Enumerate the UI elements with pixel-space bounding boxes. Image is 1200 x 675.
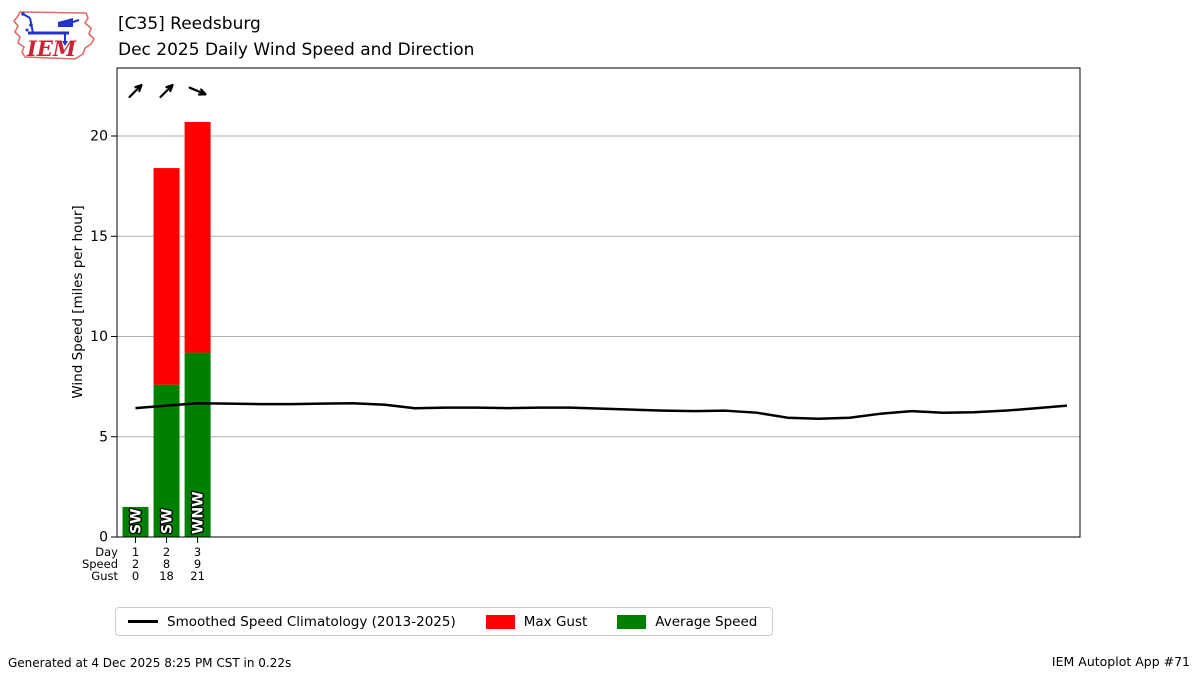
table-cell: 21 bbox=[190, 569, 205, 583]
climatology-line bbox=[135, 402, 1068, 420]
legend-item-average-speed: Average Speed bbox=[617, 614, 757, 630]
average-speed-swatch bbox=[617, 614, 647, 629]
table-row-label: Gust bbox=[91, 569, 118, 583]
legend-label: Smoothed Speed Climatology (2013-2025) bbox=[167, 613, 456, 630]
direction-arrow bbox=[159, 83, 174, 99]
bar-average-speed bbox=[184, 352, 211, 537]
table-cell: 3 bbox=[194, 545, 201, 559]
bar-max-gust bbox=[153, 168, 180, 385]
table-cell: 9 bbox=[194, 557, 201, 571]
generated-timestamp: Generated at 4 Dec 2025 8:25 PM CST in 0… bbox=[8, 656, 292, 670]
table-cell: 8 bbox=[163, 557, 170, 571]
y-tick-label: 5 bbox=[99, 429, 108, 445]
table-row-label: Speed bbox=[82, 557, 118, 571]
y-tick-label: 15 bbox=[90, 229, 108, 245]
plot-border bbox=[116, 67, 1081, 538]
legend-item-climatology: Smoothed Speed Climatology (2013-2025) bbox=[128, 614, 456, 630]
bar-max-gust bbox=[184, 121, 211, 353]
legend-item-max-gust: Max Gust bbox=[485, 613, 588, 630]
table-cell: 0 bbox=[132, 569, 139, 583]
app-credit: IEM Autoplot App #71 bbox=[1051, 654, 1190, 669]
y-tick-label: 0 bbox=[99, 530, 108, 546]
direction-label: SW bbox=[159, 508, 175, 534]
table-row-label: Day bbox=[95, 545, 118, 559]
chart-subtitle: Dec 2025 Daily Wind Speed and Direction bbox=[118, 40, 475, 60]
iowa-outline-icon bbox=[13, 11, 95, 60]
legend-label: Max Gust bbox=[523, 613, 588, 630]
table-cell: 18 bbox=[159, 569, 174, 583]
direction-label: WNW bbox=[190, 491, 206, 534]
bar-average-speed bbox=[153, 384, 180, 537]
max-gust-swatch bbox=[485, 614, 515, 629]
weather-vane-icon bbox=[21, 12, 80, 46]
y-tick-label: 10 bbox=[90, 329, 108, 345]
y-axis-label: Wind Speed [miles per hour] bbox=[70, 205, 86, 398]
direction-arrow bbox=[128, 83, 143, 99]
table-cell: 2 bbox=[163, 545, 170, 559]
table-cell: 1 bbox=[132, 545, 139, 559]
climatology-line-swatch bbox=[128, 620, 158, 623]
legend-label: Average Speed bbox=[655, 613, 758, 630]
chart-legend: Smoothed Speed Climatology (2013-2025) M… bbox=[115, 607, 773, 636]
direction-arrow bbox=[188, 86, 207, 96]
bar-average-speed bbox=[122, 506, 149, 537]
iem-logo: IEM bbox=[13, 11, 95, 61]
title-block: [C35] Reedsburg Dec 2025 Daily Wind Spee… bbox=[118, 11, 474, 63]
table-cell: 2 bbox=[132, 557, 139, 571]
logo-text: IEM bbox=[26, 36, 77, 61]
chart-station-title: [C35] Reedsburg bbox=[118, 14, 261, 34]
y-tick-label: 20 bbox=[90, 129, 108, 145]
direction-label: SW bbox=[128, 508, 144, 534]
